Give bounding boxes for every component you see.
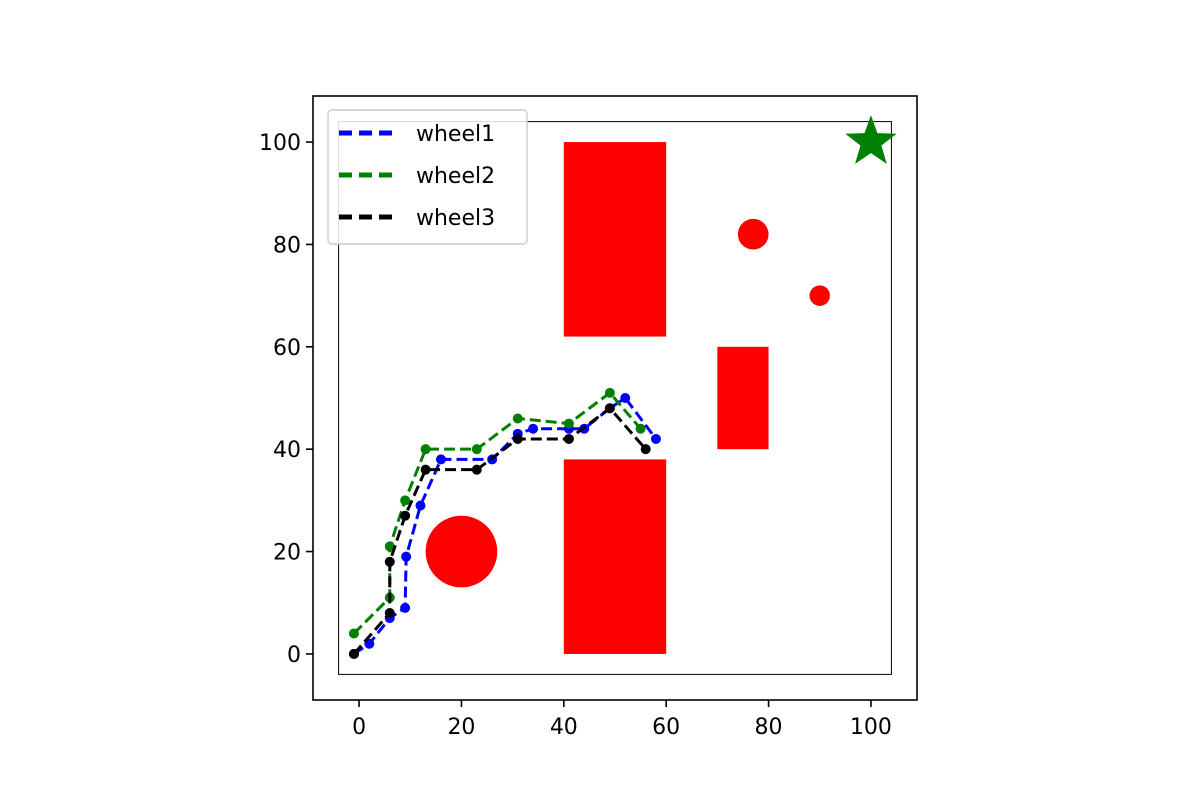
legend-label-wheel2: wheel2 xyxy=(416,164,495,189)
y-tick-label: 80 xyxy=(273,233,301,258)
wheel3-point xyxy=(471,464,482,475)
x-tick-label: 0 xyxy=(352,715,366,740)
wheel2-point xyxy=(420,444,431,455)
wheel1-point xyxy=(528,423,539,434)
goal-layer xyxy=(845,115,897,164)
boundary-layer xyxy=(338,121,892,675)
wheel3-line xyxy=(352,406,647,655)
obstacle-circle-3 xyxy=(809,285,830,306)
y-tick-label: 60 xyxy=(273,336,301,361)
wheel3-point xyxy=(348,648,359,659)
wheel2-point xyxy=(635,423,646,434)
wheel3-point xyxy=(420,464,431,475)
wheel3-point xyxy=(384,607,395,618)
x-tick-label: 100 xyxy=(850,715,892,740)
wheel2-point xyxy=(512,413,523,424)
obstacle-circle-2 xyxy=(737,218,769,250)
y-tick-label: 0 xyxy=(287,643,301,668)
legend-label-wheel3: wheel3 xyxy=(416,206,495,231)
x-tick-label: 20 xyxy=(447,715,475,740)
legend-label-wheel1: wheel1 xyxy=(416,122,495,147)
obstacle-circle-1 xyxy=(425,515,498,588)
wheel3-point xyxy=(400,510,411,521)
obstacle-rect-3 xyxy=(717,346,769,450)
wheel1-point xyxy=(400,602,411,613)
obstacle-rect-2 xyxy=(563,459,667,654)
wheel3-point xyxy=(563,433,574,444)
wheel3-point xyxy=(604,403,615,414)
axis-ticks: 0 20 40 60 80 100 0 20 40 60 80 100 xyxy=(259,131,892,740)
x-tick-label: 80 xyxy=(755,715,783,740)
legend: wheel1 wheel2 wheel3 xyxy=(327,109,528,245)
wheel1-point xyxy=(415,500,426,511)
x-tick-label: 40 xyxy=(550,715,578,740)
y-tick-label: 20 xyxy=(273,541,301,566)
obstacles-layer xyxy=(425,142,830,654)
wheel3-point xyxy=(640,444,651,455)
wheel1-point xyxy=(401,551,412,562)
wheel2-point xyxy=(400,495,411,506)
wheel2-point xyxy=(384,541,395,552)
wheel2-line xyxy=(352,391,642,635)
map-boundary xyxy=(338,121,892,675)
x-tick-label: 60 xyxy=(652,715,680,740)
wheel3-point xyxy=(512,433,523,444)
goal-star-icon xyxy=(845,115,897,164)
wheel1-point xyxy=(650,433,661,444)
series-wheel3 xyxy=(348,403,651,659)
obstacle-rect-1 xyxy=(563,142,667,337)
wheel1-point xyxy=(435,454,446,465)
series-layer xyxy=(348,387,661,659)
axes-frame xyxy=(312,95,918,701)
y-tick-label: 100 xyxy=(259,131,301,156)
wheel3-point xyxy=(384,556,395,567)
y-tick-label: 40 xyxy=(273,438,301,463)
legend-box xyxy=(327,109,528,245)
wheel2-point xyxy=(604,387,615,398)
wheel2-point xyxy=(348,628,359,639)
wheel2-point xyxy=(471,444,482,455)
series-wheel2 xyxy=(348,387,646,639)
wheel1-point xyxy=(620,393,631,403)
wheel2-point xyxy=(563,418,574,429)
